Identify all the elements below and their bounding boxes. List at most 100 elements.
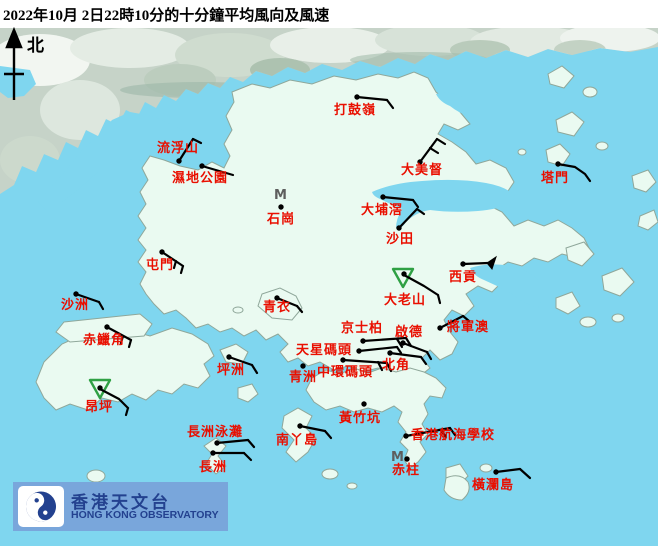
- station-dot: [493, 469, 499, 475]
- wind-barb: [105, 325, 133, 342]
- station-dot: [159, 249, 165, 255]
- wind-barb-flag: [486, 255, 497, 271]
- wind-barb-feather: [385, 98, 395, 110]
- wind-barb-feather: [395, 345, 403, 355]
- wind-barb: [98, 387, 130, 410]
- wind-barb: [215, 438, 250, 445]
- outlying-islands: [86, 65, 658, 501]
- station-dot: [214, 440, 220, 446]
- wind-barb: [275, 296, 299, 308]
- tolo-harbour: [372, 179, 516, 229]
- hong-kong-island: [305, 367, 447, 469]
- wind-barb-feather: [435, 137, 447, 146]
- wind-barb: [397, 207, 419, 230]
- wind-barb-feather: [246, 438, 256, 449]
- station-dot: [354, 94, 360, 100]
- wind-barb: [298, 424, 327, 433]
- wind-barb: [404, 426, 452, 438]
- wind-barb-feather: [415, 207, 426, 216]
- station-dot: [417, 159, 423, 165]
- hko-name-chinese: 香港天文台: [71, 493, 171, 513]
- wind-barb-feather: [428, 146, 440, 155]
- station-dot: [403, 433, 409, 439]
- deep-bay: [38, 112, 226, 210]
- station-dot: [300, 363, 306, 369]
- wind-barb: [200, 164, 235, 177]
- north-arrow: [4, 26, 24, 100]
- wind-barb: [461, 261, 490, 266]
- wind-barb: [388, 351, 423, 359]
- station-dot: [380, 194, 386, 200]
- wind-barb: [556, 162, 592, 183]
- hko-swirl-icon: [26, 491, 56, 522]
- hko-name-english: HONG KONG OBSERVATORY: [71, 509, 219, 521]
- wind-barb-feather: [425, 350, 433, 361]
- wind-barb: [355, 95, 389, 102]
- wind-barb-feather: [448, 426, 457, 437]
- wind-barb: [361, 336, 408, 343]
- station-dot: [361, 401, 367, 407]
- station-dot: [104, 324, 110, 330]
- station-dot: [340, 357, 346, 363]
- station-dot: [396, 225, 402, 231]
- wind-barb: [381, 195, 415, 202]
- hko-logo: [18, 486, 64, 527]
- wind-barb-feather: [385, 361, 393, 373]
- wind-barb-feather: [191, 137, 203, 145]
- wind-barb: [418, 137, 439, 164]
- wind-barb: [341, 358, 389, 365]
- new-territories-landmass: [137, 71, 591, 377]
- station-dot: [226, 354, 232, 360]
- station-dot: [387, 350, 393, 356]
- wind-barb-feather: [242, 451, 253, 462]
- station-dot: [297, 423, 303, 429]
- map-title: 2022年10月 2日22時10分的十分鐘平均風向及風速: [3, 8, 330, 24]
- wind-barb-feather: [119, 334, 125, 345]
- wind-barb-feather: [323, 429, 333, 440]
- wind-barb-feather: [461, 314, 471, 323]
- wind-barb: [227, 355, 254, 367]
- wind-barb-feather: [124, 406, 130, 417]
- wind-barb-feather: [127, 338, 133, 349]
- wind-barb: [494, 467, 522, 474]
- station-dot: [176, 158, 182, 164]
- wind-barb-feather: [411, 198, 420, 209]
- station-dot: [199, 163, 205, 169]
- station-dot: [274, 295, 280, 301]
- wind-barb: [402, 273, 440, 297]
- wind-barb: [401, 341, 429, 354]
- wind-barb-feather: [436, 293, 442, 305]
- station-dot: [278, 204, 284, 210]
- station-dot: [555, 161, 561, 167]
- stations-layer: [73, 94, 592, 480]
- wind-barb-feather: [295, 304, 304, 314]
- wind-barb: [160, 250, 185, 268]
- wind-barb: [438, 314, 465, 330]
- calm-triangle-marker: [88, 378, 112, 400]
- hko-logo-banner: 香港天文台 HONG KONG OBSERVATORY: [13, 482, 228, 531]
- port-shelter: [470, 264, 543, 308]
- station-dot: [460, 261, 466, 267]
- north-label: 北: [27, 36, 44, 56]
- wind-barb-feather: [250, 363, 259, 375]
- wind-barb-feather: [395, 337, 404, 349]
- station-dot: [360, 338, 366, 344]
- wind-barb: [74, 292, 101, 304]
- wind-barb: [357, 345, 399, 353]
- station-dot: [404, 456, 410, 462]
- station-dot: [73, 291, 79, 297]
- wind-barb-feather: [376, 360, 384, 372]
- wind-barb-feather: [172, 259, 178, 270]
- station-dot: [401, 271, 407, 277]
- wind-barb-feather: [97, 300, 105, 311]
- station-dot: [210, 450, 216, 456]
- wind-barb-feather: [439, 428, 448, 439]
- airport-island: [55, 313, 153, 343]
- wind-barb-feather: [518, 467, 532, 480]
- wind-barb: [177, 137, 195, 163]
- wind-barb-feather: [179, 264, 185, 275]
- wind-barb-feather: [419, 355, 428, 366]
- station-dot: [400, 340, 406, 346]
